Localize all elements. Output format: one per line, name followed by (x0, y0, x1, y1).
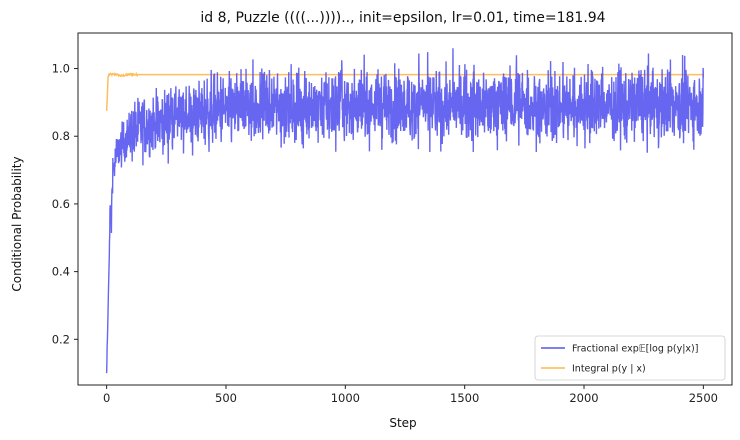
legend: Fractional exp𝔼[log p(y|x)] Integral p(y… (534, 335, 726, 381)
y-tick-label: 0.8 (52, 129, 70, 143)
x-axis: 0 500 1000 1500 2000 2500 (103, 385, 718, 405)
y-tick-label: 0.2 (52, 332, 70, 346)
chart-title: id 8, Puzzle ((((...)))).., init=epsilon… (200, 10, 605, 26)
x-axis-label: Step (389, 416, 416, 430)
x-tick-label: 1000 (331, 391, 360, 405)
legend-label-integral: Integral p(y | x) (572, 364, 646, 375)
series-line-integral (105, 71, 704, 111)
plot-frame (77, 32, 733, 386)
y-tick-label: 0.4 (52, 265, 70, 279)
series-layer (105, 48, 705, 374)
y-axis: 0.2 0.4 0.6 0.8 1.0 (52, 62, 78, 346)
legend-label-fractional: Fractional exp𝔼[log p(y|x)] (572, 344, 698, 355)
x-tick-label: 0 (103, 391, 110, 405)
x-tick-label: 500 (215, 391, 237, 405)
legend-box (534, 335, 726, 381)
x-tick-label: 2500 (689, 391, 718, 405)
y-axis-label: Conditional Probability (10, 156, 24, 291)
x-tick-label: 1500 (450, 391, 479, 405)
y-tick-label: 0.6 (52, 197, 70, 211)
x-tick-label: 2000 (569, 391, 598, 405)
series-line-fractional (105, 48, 705, 374)
y-tick-label: 1.0 (52, 62, 70, 76)
